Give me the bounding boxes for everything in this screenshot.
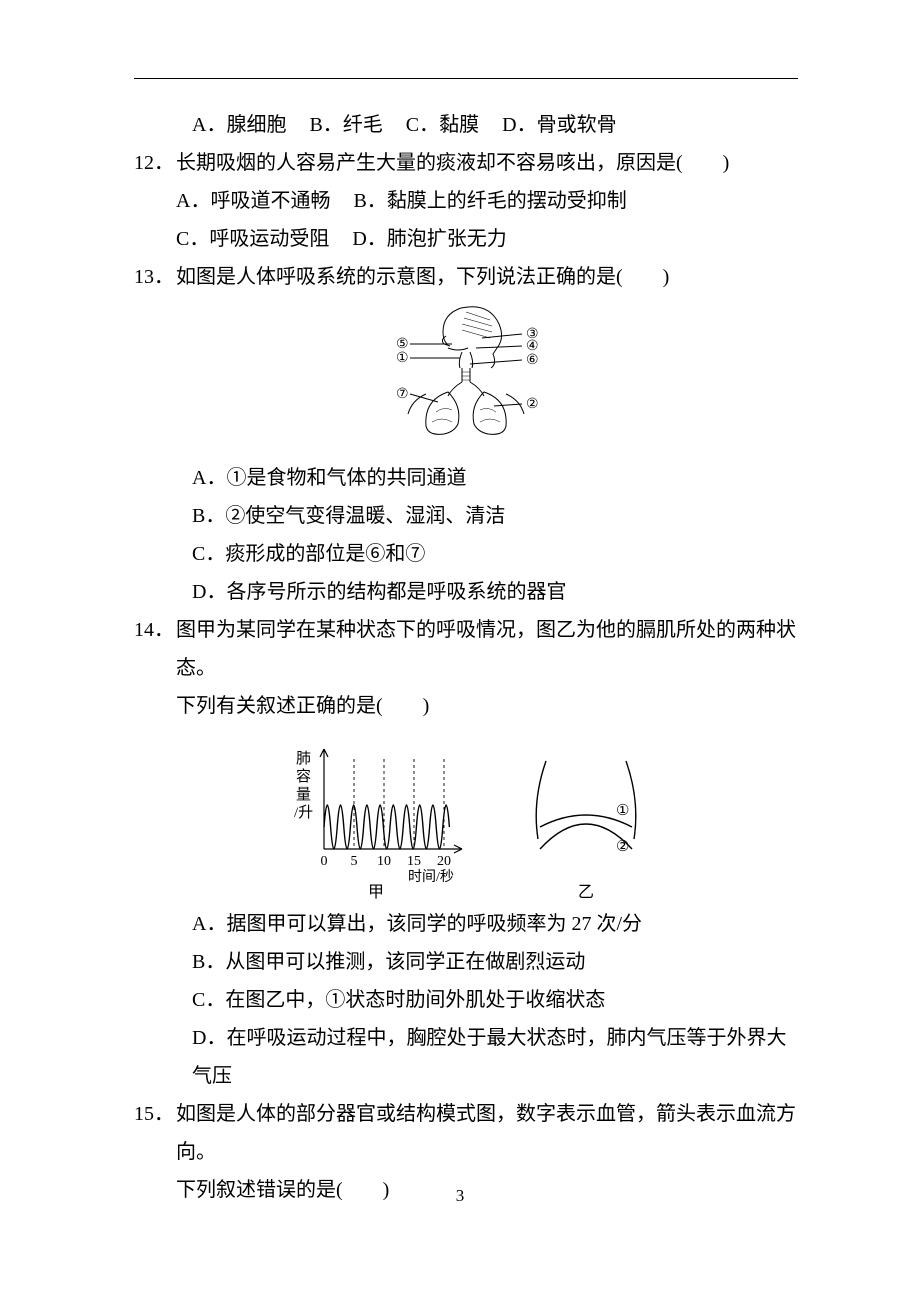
q14-chart-jia: 肺 容 量 /升 0 5 10 15 20 时间/秒 甲: [276, 731, 476, 901]
q12-body: 长期吸烟的人容易产生大量的痰液却不容易咳出，原因是( ) A．呼吸道不通畅 B．…: [176, 144, 798, 258]
q15-stem-line1: 如图是人体的部分器官或结构模式图，数字表示血管，箭头表示血流方向。: [176, 1095, 798, 1171]
q13-option-a-row: A．①是食物和气体的共同通道: [134, 459, 798, 497]
q14-diaphragm-2: ②: [616, 839, 629, 855]
q13-option-b-row: B．②使空气变得温暖、湿润、清洁: [134, 497, 798, 535]
q14-xtick-0: 0: [321, 854, 328, 869]
q14-option-c-row: C．在图乙中，①状态时肋间外肌处于收缩状态: [134, 981, 798, 1019]
q14: 14． 图甲为某同学在某种状态下的呼吸情况，图乙为他的膈肌所处的两种状态。 下列…: [134, 611, 798, 725]
q13-label-5: ⑤: [396, 337, 409, 352]
q14-ylabel-2: 量: [296, 787, 311, 803]
q13-label-4: ④: [526, 339, 539, 354]
q12-stem: 长期吸烟的人容易产生大量的痰液却不容易咳出，原因是( ): [176, 144, 798, 182]
q14-option-a-row: A．据图甲可以算出，该同学的呼吸频率为 27 次/分: [134, 905, 798, 943]
q12-option-a: A．呼吸道不通畅: [176, 182, 330, 220]
q11-options-row: A．腺细胞 B．纤毛 C．黏膜 D．骨或软骨: [134, 106, 798, 144]
q13-option-d-row: D．各序号所示的结构都是呼吸系统的器官: [134, 573, 798, 611]
q13: 13． 如图是人体呼吸系统的示意图，下列说法正确的是( ): [134, 258, 798, 296]
q14-caption-yi: 乙: [578, 884, 594, 901]
q14-figures: 肺 容 量 /升 0 5 10 15 20 时间/秒 甲: [134, 731, 798, 901]
q14-stem-line1: 图甲为某同学在某种状态下的呼吸情况，图乙为他的膈肌所处的两种状态。: [176, 611, 798, 687]
q13-body: 如图是人体呼吸系统的示意图，下列说法正确的是( ): [176, 258, 798, 296]
q14-number: 14．: [134, 611, 176, 725]
q12-option-b: B．黏膜上的纤毛的摆动受抑制: [353, 182, 626, 220]
q13-option-a: A．①是食物和气体的共同通道: [192, 467, 466, 489]
q14-caption-jia: 甲: [368, 884, 384, 901]
q12-option-c: C．呼吸运动受阻: [176, 220, 329, 258]
q13-stem: 如图是人体呼吸系统的示意图，下列说法正确的是( ): [176, 258, 798, 296]
q14-option-b-row: B．从图甲可以推测，该同学正在做剧烈运动: [134, 943, 798, 981]
q13-option-c: C．痰形成的部位是⑥和⑦: [192, 543, 425, 565]
q13-label-2: ②: [526, 397, 539, 412]
q14-xtick-5: 5: [351, 854, 358, 869]
q13-number: 13．: [134, 258, 176, 296]
q14-xlabel: 时间/秒: [408, 869, 454, 885]
q13-figure: ⑤ ① ⑦ ③ ④ ⑥ ②: [134, 302, 798, 455]
q11-option-d: D．骨或软骨: [502, 106, 616, 144]
q12-options-row1: A．呼吸道不通畅 B．黏膜上的纤毛的摆动受抑制: [176, 182, 798, 220]
page-number: 3: [0, 1186, 920, 1206]
q13-option-b: B．②使空气变得温暖、湿润、清洁: [192, 505, 505, 527]
q14-xtick-20: 20: [437, 854, 451, 869]
q14-stem-line2-text: 下列有关叙述正确的是( ): [176, 695, 429, 717]
q14-xtick-15: 15: [407, 854, 421, 869]
q14-option-b: B．从图甲可以推测，该同学正在做剧烈运动: [192, 951, 585, 973]
q12-option-d: D．肺泡扩张无力: [352, 220, 506, 258]
respiratory-system-diagram: ⑤ ① ⑦ ③ ④ ⑥ ②: [366, 302, 566, 442]
q11-option-b: B．纤毛: [309, 106, 382, 144]
q11-option-c: C．黏膜: [406, 106, 479, 144]
q14-option-c: C．在图乙中，①状态时肋间外肌处于收缩状态: [192, 989, 605, 1011]
q14-option-a: A．据图甲可以算出，该同学的呼吸频率为 27 次/分: [192, 913, 642, 935]
q14-xtick-10: 10: [377, 854, 391, 869]
q14-ylabel-1: 容: [296, 768, 311, 785]
q13-label-6: ⑥: [526, 353, 539, 368]
q13-stem-text: 如图是人体呼吸系统的示意图，下列说法正确的是( ): [176, 266, 669, 288]
q14-option-d: D．在呼吸运动过程中，胸腔处于最大状态时，肺内气压等于外界大气压: [192, 1027, 786, 1087]
top-rule: [134, 78, 798, 79]
q13-option-c-row: C．痰形成的部位是⑥和⑦: [134, 535, 798, 573]
content-area: A．腺细胞 B．纤毛 C．黏膜 D．骨或软骨 12． 长期吸烟的人容易产生大量的…: [134, 106, 798, 1209]
q14-chart-yi: ① ② 乙: [516, 731, 656, 901]
q12-stem-text: 长期吸烟的人容易产生大量的痰液却不容易咳出，原因是( ): [176, 152, 729, 174]
q13-option-d: D．各序号所示的结构都是呼吸系统的器官: [192, 581, 566, 603]
q14-body: 图甲为某同学在某种状态下的呼吸情况，图乙为他的膈肌所处的两种状态。 下列有关叙述…: [176, 611, 798, 725]
q12-number: 12．: [134, 144, 176, 258]
q14-stem-line2: 下列有关叙述正确的是( ): [176, 687, 798, 725]
q13-label-7: ⑦: [396, 387, 409, 402]
q11-option-a: A．腺细胞: [192, 106, 286, 144]
q12-options-row2: C．呼吸运动受阻 D．肺泡扩张无力: [176, 220, 798, 258]
q14-ylabel-0: 肺: [296, 750, 311, 767]
q14-ylabel-3: /升: [294, 804, 313, 821]
q12: 12． 长期吸烟的人容易产生大量的痰液却不容易咳出，原因是( ) A．呼吸道不通…: [134, 144, 798, 258]
q14-diaphragm-1: ①: [616, 803, 629, 819]
page: A．腺细胞 B．纤毛 C．黏膜 D．骨或软骨 12． 长期吸烟的人容易产生大量的…: [0, 0, 920, 1302]
q14-option-d-row: D．在呼吸运动过程中，胸腔处于最大状态时，肺内气压等于外界大气压: [134, 1019, 798, 1095]
q13-label-1: ①: [396, 351, 409, 366]
